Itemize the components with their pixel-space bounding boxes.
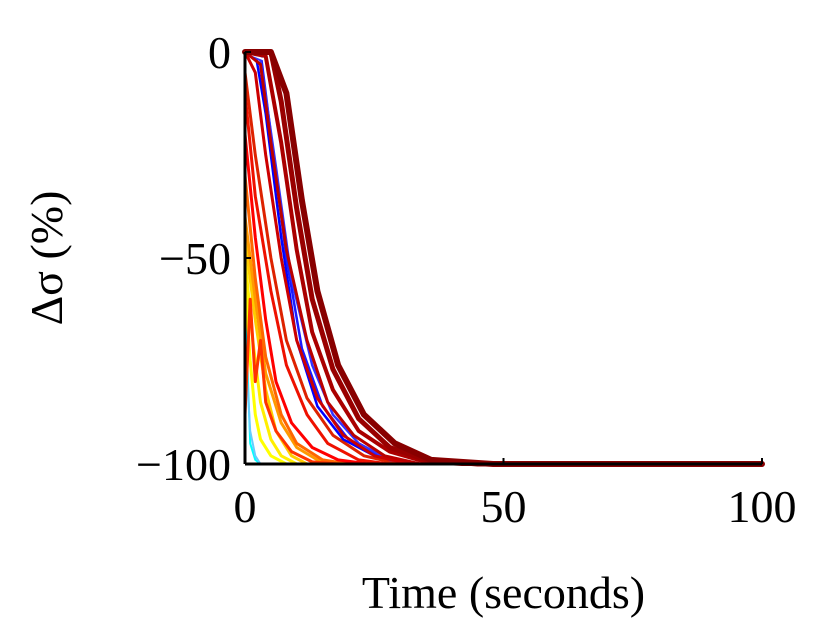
series-line-10 [243,91,764,466]
series-line-16 [243,50,764,466]
x-tick-label: 50 [481,481,527,532]
y-tick-label: 0 [208,27,231,78]
series-line-1 [244,298,763,465]
series-line-17 [243,50,764,466]
series-line-8 [243,297,764,466]
series-line-19 [242,49,765,467]
ticks: 0 50 100 0 −50 −100 [136,27,796,532]
y-tick-label: −50 [159,233,231,284]
y-axis-label: Δσ (%) [21,191,72,326]
x-axis-label: Time (seconds) [362,567,645,618]
series-layer [242,49,765,467]
x-tick-label: 100 [728,481,797,532]
series-line-20 [242,49,765,467]
x-tick-label: 0 [234,481,257,532]
y-tick-label: −100 [136,439,231,490]
axes [243,52,762,466]
series-line-11 [243,71,764,466]
series-line-14 [243,50,764,466]
series-line-18 [243,50,764,466]
series-line-5 [243,235,764,466]
series-line-15 [244,51,763,465]
series-line-12 [243,50,764,466]
series-line-13 [243,50,764,466]
